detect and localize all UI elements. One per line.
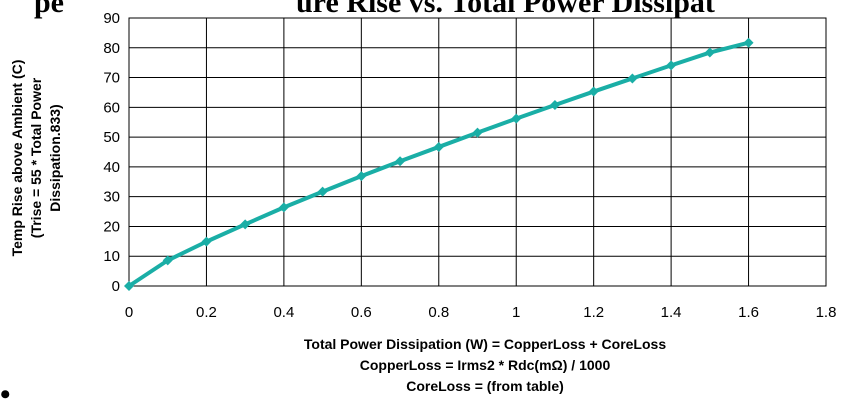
x-tick-labels: 0 0.2 0.4 0.6 0.8 1 1.2 1.4 1.6 1.8 (125, 304, 837, 321)
grid (128, 17, 827, 287)
y-tick-label: 70 (103, 70, 120, 87)
x-tick-label: 1 (512, 304, 520, 321)
x-tick-label: 0.6 (351, 304, 372, 321)
plot-frame (128, 17, 827, 287)
y-axis-label-line-1: Temp Rise above Ambient (C) (9, 60, 25, 257)
data-point-marker (201, 236, 212, 247)
data-point-marker (472, 127, 483, 138)
y-tick-label: 10 (103, 248, 120, 265)
y-axis-label-line-2: (Trise = 55 * Total Power (28, 77, 44, 238)
data-point-marker (666, 60, 677, 71)
data-point-marker (240, 219, 251, 230)
data-point-marker (511, 113, 522, 124)
data-point-marker (549, 99, 560, 110)
y-axis-label-line-3: Dissipation.833) (47, 104, 63, 211)
chart-title-fragment-right: ure Rise vs. Total Power Dissipat (296, 0, 715, 19)
bottom-fragment: • (0, 378, 11, 411)
y-tick-label: 30 (103, 189, 120, 206)
y-tick-label: 80 (103, 40, 120, 57)
data-point-marker (743, 37, 754, 48)
x-axis-label-line-3: CoreLoss = (from table) (406, 378, 564, 394)
x-tick-label: 0 (125, 304, 133, 321)
y-tick-label: 40 (103, 159, 120, 176)
data-point-marker (588, 86, 599, 97)
x-tick-label: 0.8 (428, 304, 449, 321)
data-point-marker (433, 141, 444, 152)
data-point-marker (627, 73, 638, 84)
data-point-marker (704, 47, 715, 58)
data-point-marker (317, 186, 328, 197)
x-tick-label: 0.4 (273, 304, 294, 321)
data-point-marker (124, 281, 134, 291)
data-point-marker (162, 255, 173, 266)
x-tick-label: 1.4 (661, 304, 682, 321)
chart-title-fragment-left: pe (34, 0, 64, 19)
data-point-marker (395, 156, 406, 167)
x-tick-label: 1.8 (816, 304, 837, 321)
data-point-marker (278, 202, 289, 213)
y-tick-label: 90 (103, 10, 120, 27)
x-tick-label: 1.6 (738, 304, 759, 321)
y-axis-label: Temp Rise above Ambient (C) (Trise = 55 … (9, 60, 63, 257)
y-tick-labels: 0 10 20 30 40 50 60 70 80 90 (103, 10, 120, 295)
chart-svg: 0 0.2 0.4 0.6 0.8 1 1.2 1.4 1.6 1.8 0 10 20 30 40 50 60… (9, 10, 837, 394)
x-tick-label: 0.2 (196, 304, 217, 321)
y-tick-label: 20 (103, 218, 120, 235)
x-axis-label-line-1: Total Power Dissipation (W) = CopperLoss… (304, 336, 666, 352)
x-axis-label-line-2: CopperLoss = Irms2 * Rdc(mΩ) / 1000 (360, 357, 611, 373)
y-tick-label: 50 (103, 129, 120, 146)
series (124, 37, 754, 291)
y-tick-label: 0 (112, 278, 120, 295)
x-tick-label: 1.2 (583, 304, 604, 321)
data-point-marker (356, 171, 367, 182)
y-tick-label: 60 (103, 99, 120, 116)
